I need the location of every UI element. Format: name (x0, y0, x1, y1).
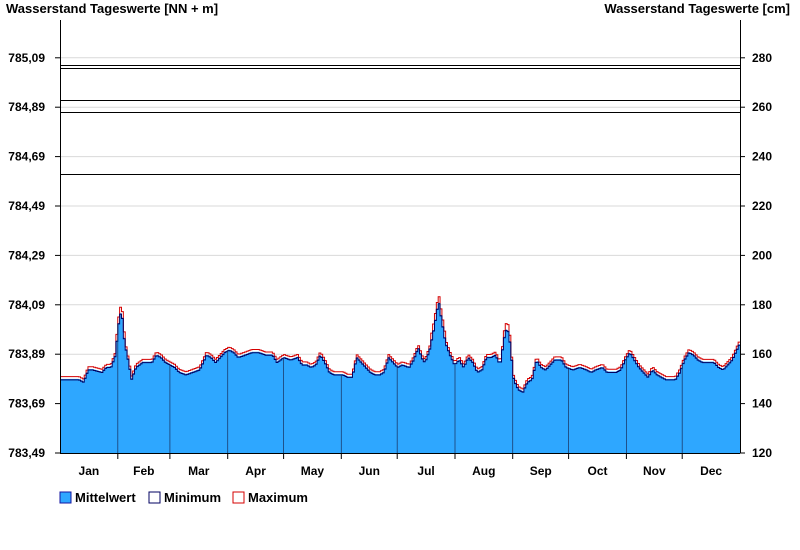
series-minimum-line (60, 303, 740, 393)
series-mittelwert-area (60, 302, 740, 453)
tick-label-left-5: 784,49 (8, 199, 45, 213)
series-layer (60, 296, 740, 453)
tick-label-left-2: 783,89 (8, 347, 45, 361)
tick-label-left-8: 785,09 (8, 51, 45, 65)
month-label-aug: Aug (472, 464, 495, 478)
legend-swatch-minimum (148, 491, 161, 504)
month-label-may: May (301, 464, 325, 478)
legend-label-maximum: Maximum (248, 490, 308, 505)
series-maximum-line (60, 296, 740, 390)
legend-label-minimum: Minimum (164, 490, 221, 505)
title-left: Wasserstand Tageswerte [NN + m] (6, 1, 218, 16)
month-labels: Jan Feb Mar Apr May Jun Jul Aug Sep Oct Nov Dec (79, 464, 723, 478)
tick-label-left-0: 783,49 (8, 446, 45, 460)
month-label-jul: Jul (417, 464, 434, 478)
axes (60, 20, 741, 454)
tick-label-right-1: 140 (752, 397, 772, 411)
tick-label-right-5: 220 (752, 199, 772, 213)
title-right: Wasserstand Tageswerte [cm] (604, 1, 790, 16)
tick-label-right-2: 160 (752, 347, 772, 361)
month-label-apr: Apr (245, 464, 266, 478)
tick-labels: 783,49 120 783,69 140 783,89 160 784,09 180 784,… (8, 51, 772, 460)
tick-label-right-7: 260 (752, 100, 772, 114)
legend: Mittelwert Minimum Maximum (59, 490, 308, 505)
tick-label-left-6: 784,69 (8, 150, 45, 164)
month-label-sep: Sep (530, 464, 552, 478)
tick-label-left-7: 784,89 (8, 100, 45, 114)
month-label-oct: Oct (587, 464, 607, 478)
month-label-dec: Dec (700, 464, 722, 478)
tick-label-right-8: 280 (752, 51, 772, 65)
tick-label-left-1: 783,69 (8, 397, 45, 411)
tick-label-left-3: 784,09 (8, 298, 45, 312)
tick-label-left-4: 784,29 (8, 248, 45, 262)
month-label-jan: Jan (79, 464, 100, 478)
month-label-feb: Feb (133, 464, 154, 478)
month-label-jun: Jun (359, 464, 380, 478)
legend-label-mittelwert: Mittelwert (75, 490, 136, 505)
tick-label-right-4: 200 (752, 248, 772, 262)
legend-swatch-mittelwert (59, 491, 72, 504)
month-label-nov: Nov (643, 464, 666, 478)
legend-swatch-maximum (232, 491, 245, 504)
tick-label-right-6: 240 (752, 150, 772, 164)
reference-lines (60, 65, 740, 175)
month-divider-lines (117, 323, 683, 459)
tick-label-right-0: 120 (752, 446, 772, 460)
month-label-mar: Mar (188, 464, 210, 478)
tick-label-right-3: 180 (752, 298, 772, 312)
